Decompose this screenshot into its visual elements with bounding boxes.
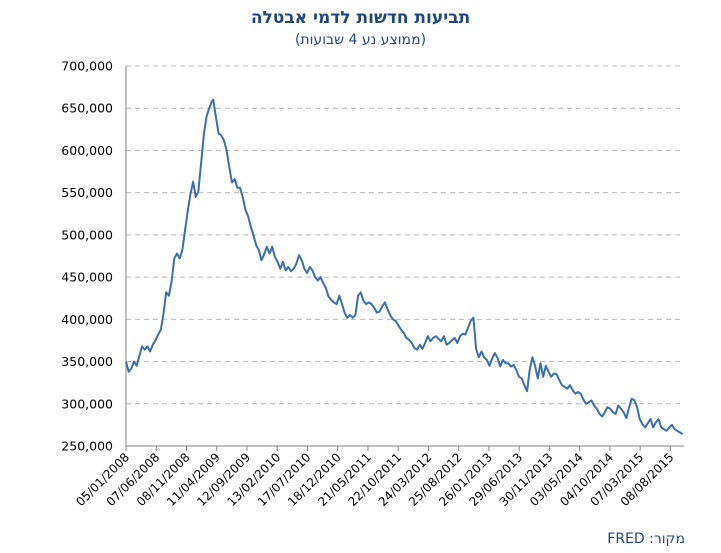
source-note: מקור: FRED [607,531,685,547]
chart-title: תביעות חדשות לדמי אבטלה [250,8,471,28]
y-tick-labels: 250,000 300,000 350,000 400,000 450,000 500,0… [61,59,113,454]
series-layer [125,98,684,436]
y-tick-label: 550,000 [61,185,113,200]
y-tick-label: 600,000 [61,143,113,158]
y-tick-label: 300,000 [61,396,113,411]
series-line [125,98,684,436]
chart-subtitle: (ממוצע נע 4 שבועות) [294,32,427,48]
y-tick-label: 350,000 [61,354,113,369]
y-tick-label: 500,000 [61,227,113,242]
gridlines [126,65,684,405]
axes [125,66,684,451]
y-tick-label: 700,000 [61,59,113,74]
x-tick-labels: 05/01/200807/06/200808/11/200811/04/2009… [73,450,676,509]
y-tick-label: 250,000 [61,439,113,454]
y-tick-label: 400,000 [61,312,113,327]
y-tick-label: 650,000 [61,101,113,116]
y-tick-label: 450,000 [61,270,113,285]
